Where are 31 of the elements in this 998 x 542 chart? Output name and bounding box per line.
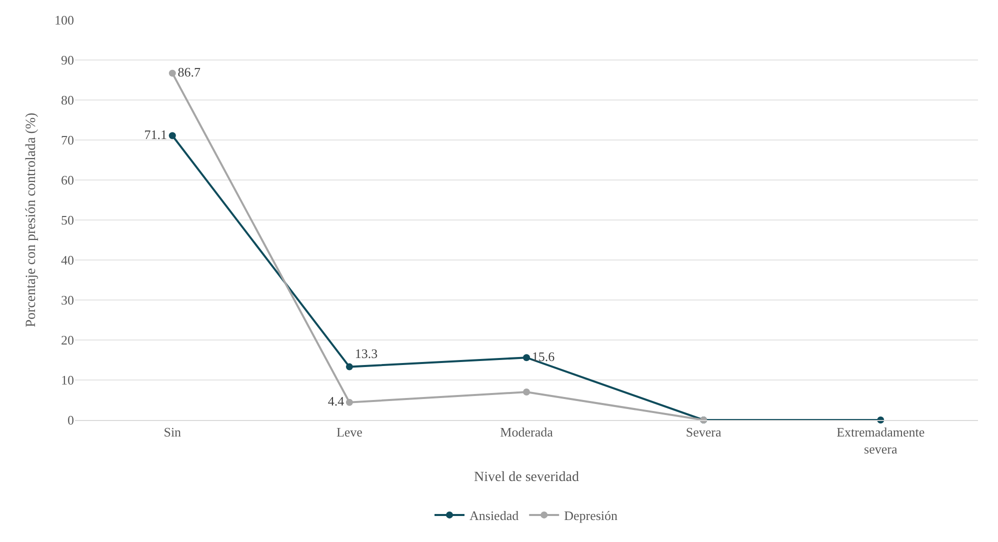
- y-tick-label: 80: [61, 92, 74, 108]
- point: [523, 388, 530, 396]
- x-tick-label: Leve: [336, 424, 363, 440]
- y-tick-label: 0: [68, 412, 74, 428]
- legend-label: Depresión: [564, 508, 618, 524]
- y-tick-label: 100: [54, 12, 74, 28]
- y-tick-label: 20: [61, 332, 74, 348]
- data-label: 86.7: [178, 64, 202, 80]
- x-tick-label: Severa: [686, 424, 722, 440]
- x-tick-label: Moderada: [500, 424, 554, 440]
- point: [168, 132, 176, 140]
- y-axis-title: Porcentaje con presión controlada (%): [24, 112, 40, 328]
- y-tick-label: 70: [61, 132, 74, 148]
- data-label: 4.4: [328, 394, 345, 409]
- point: [346, 398, 353, 406]
- data-label: 13.3: [354, 346, 378, 362]
- y-tick-label: 50: [61, 212, 74, 228]
- legend-label: Ansiedad: [470, 508, 520, 524]
- point: [346, 363, 353, 370]
- x-tick-label: Sin: [164, 424, 182, 440]
- point: [168, 70, 176, 77]
- y-tick-label: 60: [61, 172, 74, 188]
- y-tick-label: 40: [61, 252, 74, 268]
- data-label: 71.1: [144, 126, 168, 142]
- x-tick-label: Extremadamente severa: [836, 424, 925, 456]
- y-tick-label: 10: [61, 372, 74, 388]
- x-axis-title: Nivel de severidad: [474, 470, 579, 485]
- y-tick-label: 30: [61, 292, 74, 308]
- point: [523, 354, 530, 362]
- data-label: 15.6: [532, 348, 556, 364]
- y-tick-label: 90: [61, 52, 74, 68]
